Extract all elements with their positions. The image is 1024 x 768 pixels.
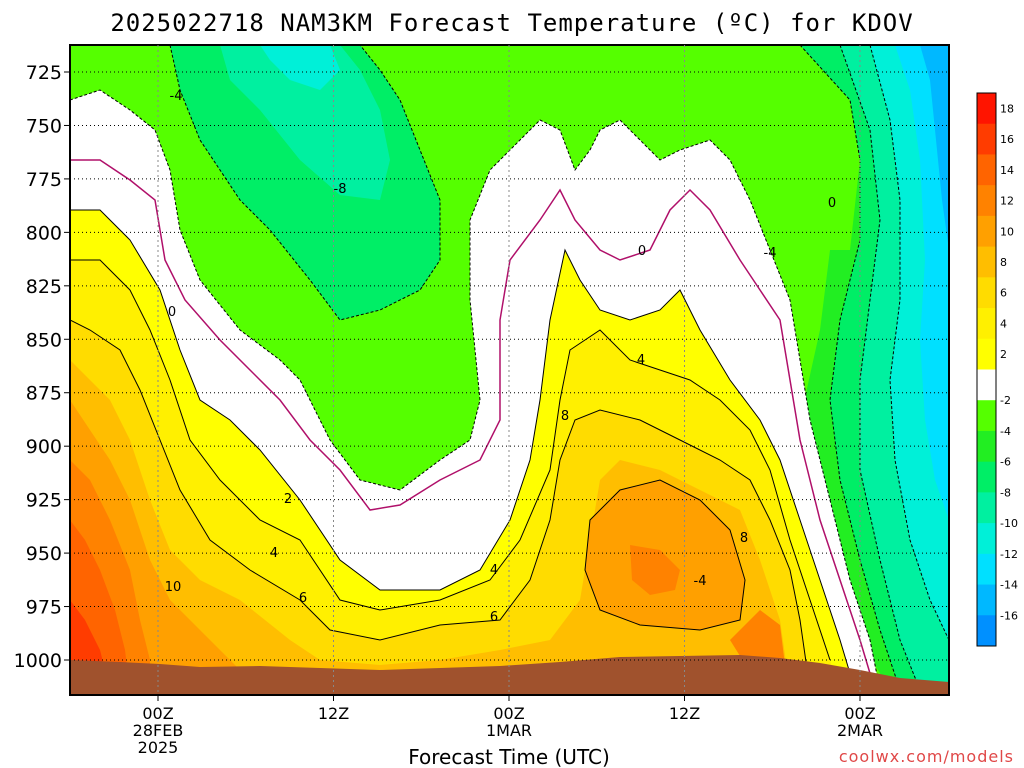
contour-label: 6 — [490, 610, 498, 625]
colorbar-label: 8 — [1000, 256, 1007, 269]
x-tick-label: 28FEB — [133, 721, 184, 740]
colorbar-label: 10 — [1000, 225, 1014, 238]
colorbar-label: -2 — [1000, 394, 1011, 407]
y-tick-label: 750 — [26, 115, 62, 137]
y-tick-label: 900 — [26, 436, 62, 458]
colorbar-label: -16 — [1000, 609, 1018, 622]
contour-label: -4 — [764, 246, 777, 261]
contour-label: 0 — [638, 244, 646, 259]
zero-contour — [70, 159, 876, 691]
y-tick-label: 1000 — [14, 650, 62, 672]
credit-link[interactable]: coolwx.com/models — [839, 747, 1014, 766]
colorbar-label: 2 — [1000, 348, 1007, 361]
colorbar-swatch — [977, 523, 996, 555]
colorbar-label: -4 — [1000, 425, 1011, 438]
x-tick-label: 00Z — [844, 704, 875, 723]
x-tick-label: 12Z — [318, 704, 349, 723]
x-axis-label: Forecast Time (UTC) — [408, 745, 610, 768]
contour-label: 4 — [490, 563, 498, 578]
contour-label: 8 — [561, 409, 569, 424]
colorbar-swatch — [977, 93, 996, 125]
chart-title: 2025022718 NAM3KM Forecast Temperature (… — [110, 9, 913, 37]
colorbar-swatch — [977, 461, 996, 493]
colorbar-label: 18 — [1000, 102, 1014, 115]
colorbar-swatch — [977, 277, 996, 309]
colorbar-swatch — [977, 215, 996, 248]
colorbar-frame — [976, 92, 997, 647]
colorbar-label: -12 — [1000, 548, 1018, 561]
y-tick-label: 850 — [26, 329, 62, 351]
contour-lines — [70, 209, 856, 691]
contour-label: -4 — [170, 89, 183, 104]
y-axis: 725 750 775 800 825 850 875 900 925 950 975 1000 — [14, 62, 70, 672]
contour-labels: -4 -8 0 2 4 6 10 -4 0 4 8 4 6 0 8 -4 — [165, 89, 836, 625]
contour-label: 4 — [637, 353, 645, 368]
colorbar-label: 16 — [1000, 133, 1014, 146]
y-tick-label: 725 — [26, 62, 62, 84]
contour-label: 10 — [165, 580, 182, 595]
y-tick-label: 950 — [26, 543, 62, 565]
band-minus14-right — [895, 45, 949, 520]
colorbar-label: -10 — [1000, 517, 1018, 530]
colorbar-label: 4 — [1000, 317, 1007, 330]
x-tick-label: 1MAR — [486, 721, 532, 740]
contour-label: 6 — [299, 591, 307, 606]
colorbar-label: 14 — [1000, 164, 1014, 177]
contour-label: 0 — [828, 196, 836, 211]
colorbar-label: 6 — [1000, 287, 1007, 300]
colorbar-swatch — [977, 369, 996, 401]
temperature-field — [70, 45, 949, 695]
colorbar-swatch — [977, 185, 996, 217]
colorbar-swatch — [977, 430, 996, 463]
colorbar-swatch — [977, 338, 996, 370]
colorbar-label: 12 — [1000, 195, 1014, 208]
y-tick-label: 975 — [26, 597, 62, 619]
colorbar-swatch — [977, 553, 996, 586]
colorbar-swatch — [977, 154, 996, 186]
colorbar-swatch — [977, 584, 996, 616]
colorbar-swatch — [977, 400, 996, 432]
colorbar-swatch — [977, 615, 996, 647]
band-minus16-right — [920, 45, 949, 250]
contour-label: -8 — [334, 182, 347, 197]
x-tick-label: 12Z — [669, 704, 700, 723]
contour-label: 0 — [168, 305, 176, 320]
colorbar-label: -8 — [1000, 486, 1011, 499]
x-tick-label: 2MAR — [837, 721, 883, 740]
colorbar-label: -6 — [1000, 456, 1011, 469]
x-tick-label: 00Z — [142, 704, 173, 723]
contour-label: 2 — [284, 492, 292, 507]
colorbar-swatch — [977, 123, 996, 155]
contour-label: 4 — [270, 546, 278, 561]
y-tick-label: 875 — [26, 383, 62, 405]
contour-label: -4 — [694, 574, 707, 589]
y-tick-label: 800 — [26, 222, 62, 244]
band-minus10 — [220, 45, 390, 200]
band-12-mid — [630, 545, 680, 595]
colorbar-swatch — [977, 246, 996, 278]
y-tick-label: 775 — [26, 169, 62, 191]
colorbar-swatch — [977, 308, 996, 340]
y-tick-label: 825 — [26, 276, 62, 298]
y-tick-label: 925 — [26, 490, 62, 512]
grid — [70, 45, 949, 695]
contour-label: 8 — [740, 531, 748, 546]
colorbar-label: -14 — [1000, 579, 1018, 592]
x-tick-label: 2025 — [138, 738, 179, 757]
colorbar-swatch — [977, 492, 996, 524]
x-tick-label: 00Z — [493, 704, 524, 723]
colorbar: 18 16 14 12 10 8 6 4 2 -2 -4 -6 -8 -10 -12 -14 -16 — [976, 92, 1018, 647]
band-minus12-top — [260, 45, 340, 90]
